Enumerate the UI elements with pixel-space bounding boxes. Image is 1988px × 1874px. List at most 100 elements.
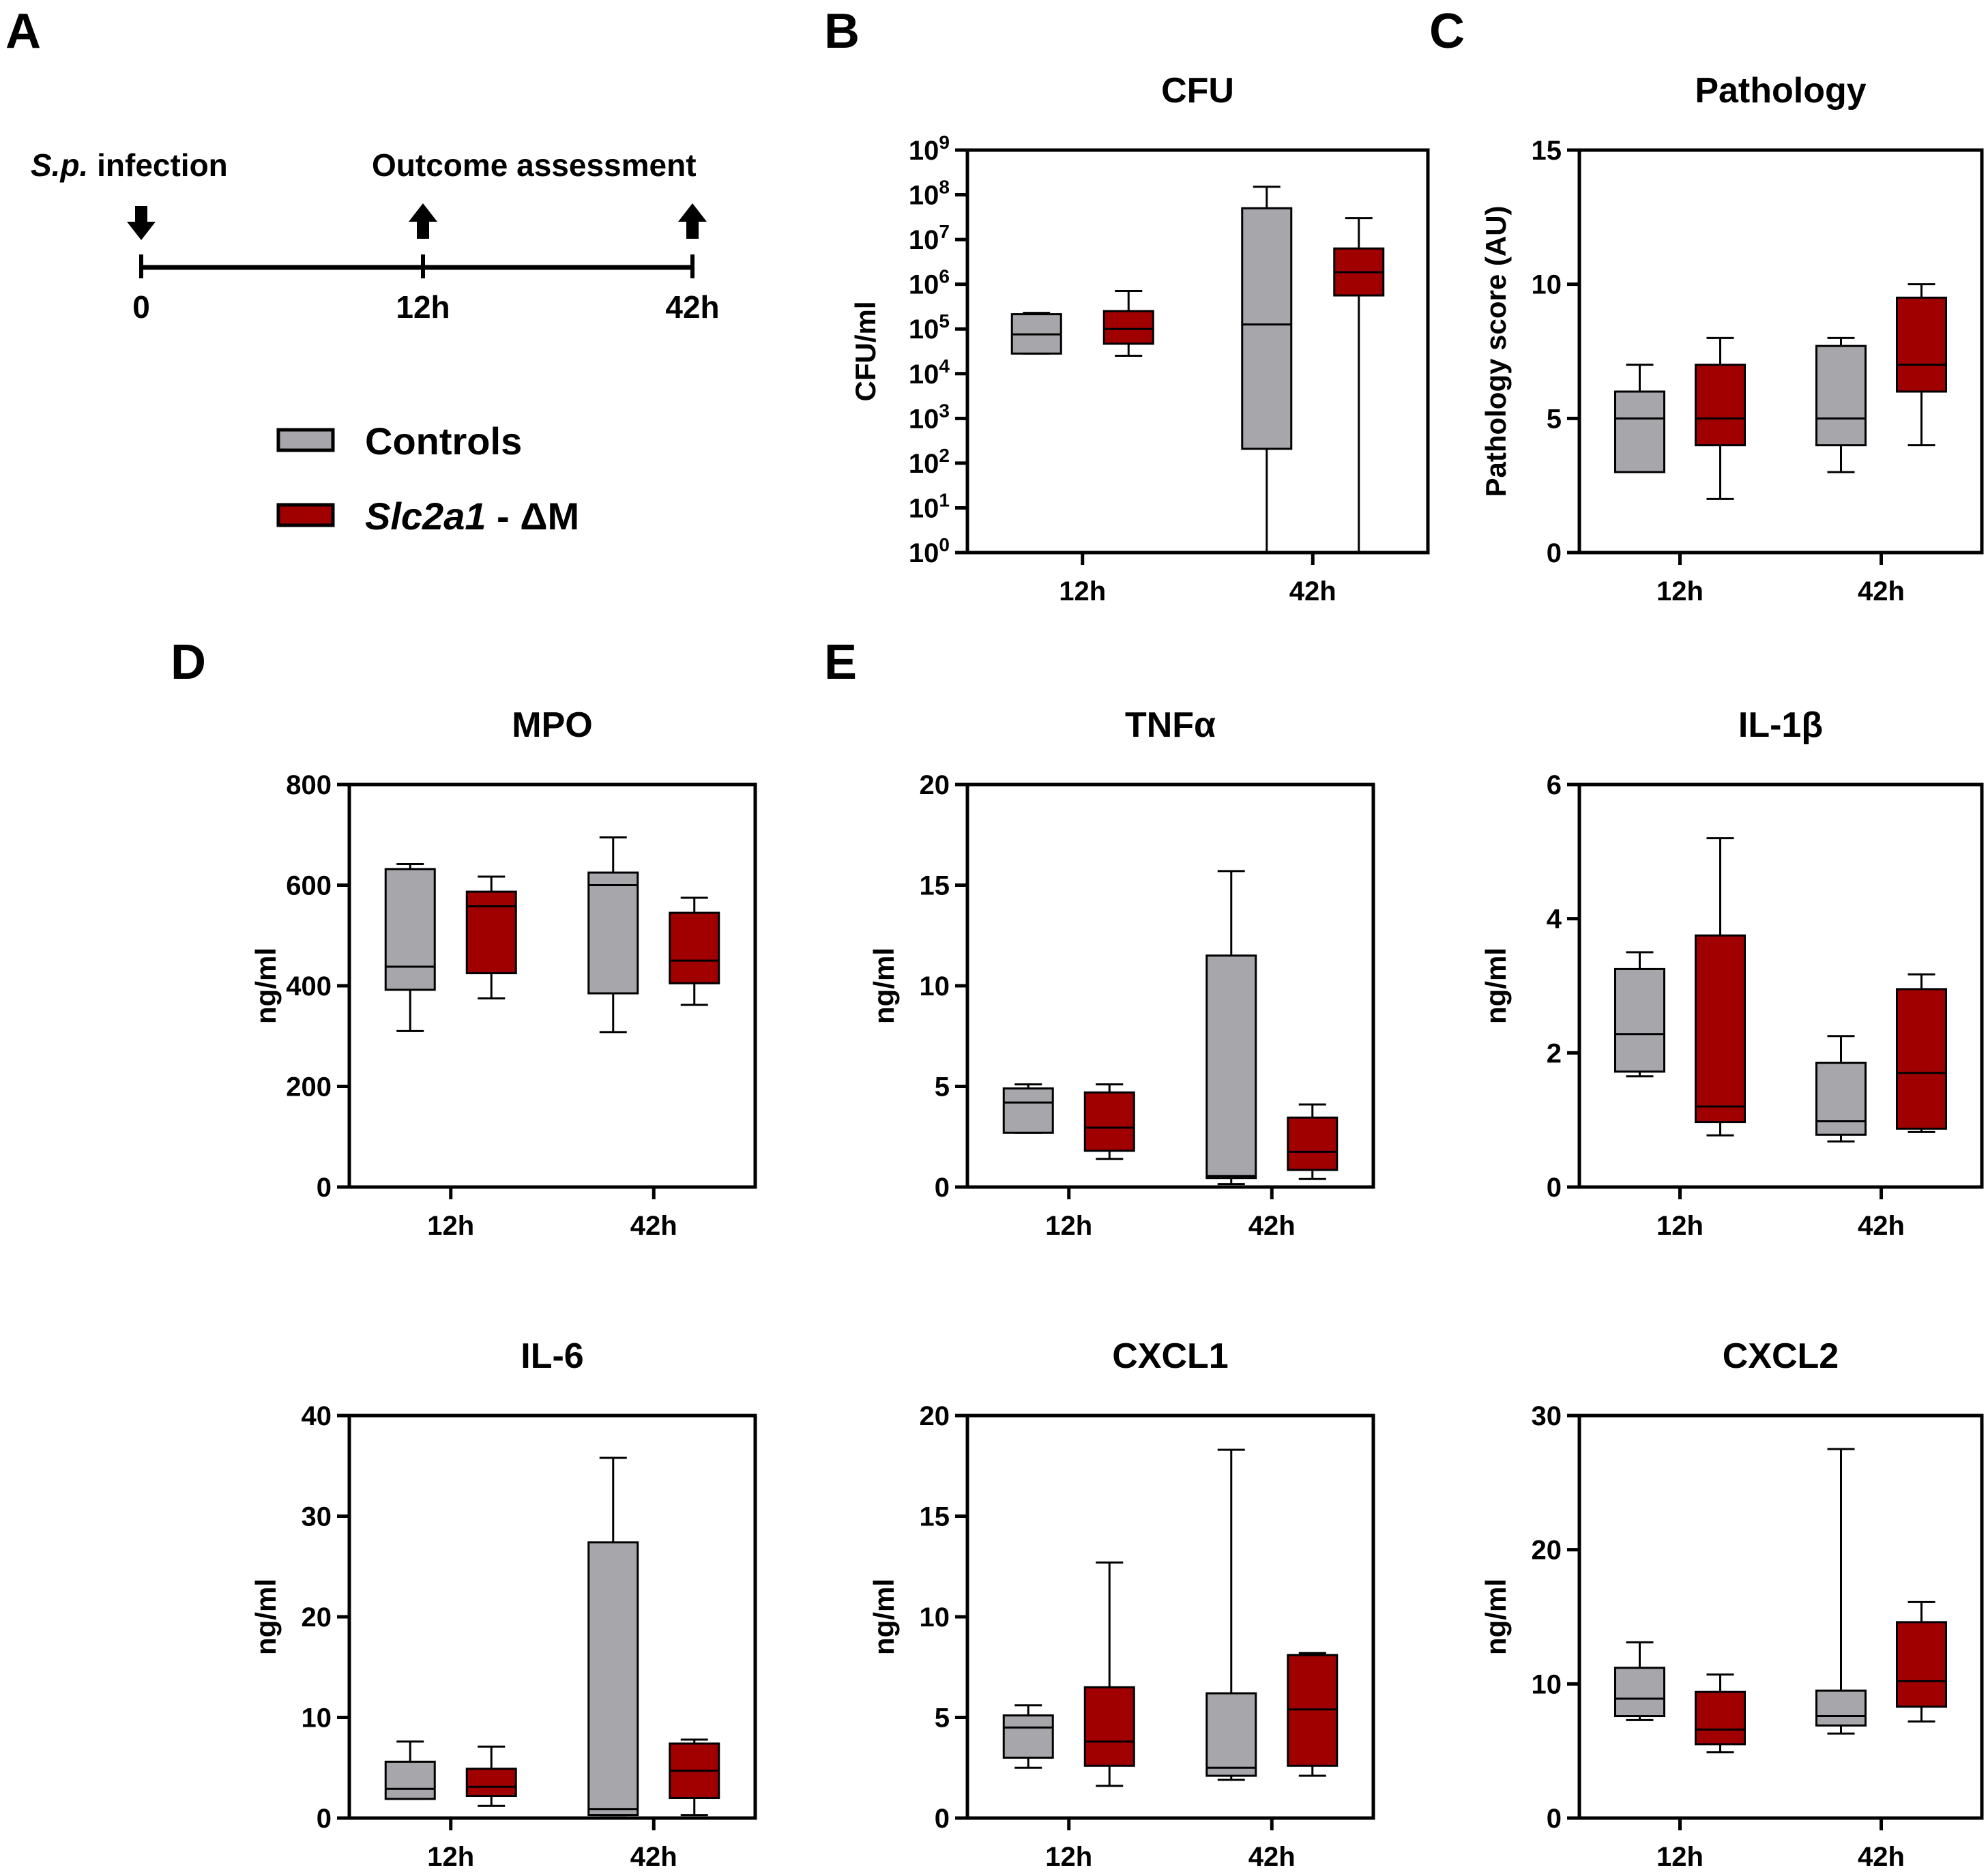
y-axis-label: ng/ml xyxy=(250,948,282,1024)
x-tick-label: 42h xyxy=(1248,1211,1296,1241)
chart-title: CXCL1 xyxy=(1112,1336,1228,1376)
x-tick-label: 42h xyxy=(1289,576,1336,606)
y-tick-label: 4 xyxy=(1547,905,1562,935)
box-iqr xyxy=(1815,1062,1867,1136)
y-tick-label: 30 xyxy=(1532,1401,1562,1431)
x-tick-label: 12h xyxy=(1059,576,1106,606)
box-knockout xyxy=(1695,1673,1746,1754)
y-tick-label: 200 xyxy=(286,1072,332,1102)
box-iqr xyxy=(1083,1686,1135,1767)
chart-cxcl1: CXCL1 ng/ml 0 5 10 15 20 12h 42h xyxy=(868,1336,1375,1872)
y-tick-exponent: 4 xyxy=(939,355,950,377)
y-tick-label: 105 xyxy=(909,310,950,345)
x-tick-label: 42h xyxy=(1858,1211,1905,1241)
chart-mpo: MPO ng/ml 0 200 400 600 800 12h 42h xyxy=(250,705,757,1241)
y-tick-label: 0 xyxy=(935,1804,950,1834)
chart-il1b: IL-1β ng/ml 0 2 4 6 12h 42h xyxy=(1480,705,1984,1241)
arrow-down-icon xyxy=(127,206,156,240)
legend-knockout-italic: Slc2a1 xyxy=(365,495,486,538)
box-iqr xyxy=(1287,1116,1339,1171)
box-iqr xyxy=(1614,967,1665,1073)
box-iqr xyxy=(1896,296,1947,393)
y-tick-label: 2 xyxy=(1547,1038,1562,1068)
box-iqr xyxy=(1614,390,1665,473)
box-controls xyxy=(1614,364,1665,473)
y-tick-base: 10 xyxy=(909,493,939,523)
plot-frame xyxy=(1577,1414,1984,1820)
legend-label-knockout: Slc2a1 - ΔM xyxy=(365,495,579,538)
y-axis-label: ng/ml xyxy=(250,1579,282,1655)
box-iqr xyxy=(465,1768,517,1798)
x-tick-label: 42h xyxy=(1248,1842,1296,1872)
outcome-label: Outcome assessment xyxy=(372,147,697,183)
y-tick-label: 400 xyxy=(286,971,332,1001)
y-tick-label: 0 xyxy=(317,1173,332,1203)
box-controls xyxy=(1205,1448,1257,1781)
chart-title: Pathology xyxy=(1695,71,1866,111)
box-controls xyxy=(384,863,436,1032)
box-controls xyxy=(1815,1448,1867,1735)
y-tick-base: 10 xyxy=(909,314,939,345)
x-tick-label: 12h xyxy=(1045,1211,1092,1241)
box-iqr xyxy=(1896,1621,1947,1708)
box-iqr xyxy=(465,890,517,975)
y-tick-label: 10 xyxy=(302,1703,332,1733)
box-iqr xyxy=(1695,364,1746,447)
chart-title: MPO xyxy=(512,705,592,745)
y-tick-exponent: 6 xyxy=(939,266,950,287)
legend-swatch-knockout xyxy=(276,503,335,527)
y-tick-label: 107 xyxy=(909,221,950,255)
y-axis-label: Pathology score (AU) xyxy=(1480,205,1512,497)
y-tick-base: 10 xyxy=(909,270,939,300)
y-tick-label: 10 xyxy=(1532,270,1562,300)
box-controls xyxy=(587,836,639,1034)
chart-title: IL-6 xyxy=(521,1336,583,1376)
box-controls xyxy=(1205,870,1257,1186)
panel-label-c: C xyxy=(1429,4,1465,59)
y-tick-label: 20 xyxy=(302,1602,332,1633)
y-tick-label: 0 xyxy=(935,1173,950,1203)
y-tick-label: 104 xyxy=(909,355,950,390)
x-tick-label: 12h xyxy=(427,1211,474,1241)
timeline-label-12h: 12h xyxy=(396,289,450,325)
y-tick-label: 15 xyxy=(920,871,950,901)
box-iqr xyxy=(1614,1667,1665,1718)
y-tick-label: 600 xyxy=(286,871,332,901)
y-tick-base: 10 xyxy=(909,404,939,434)
box-iqr xyxy=(1205,954,1257,1180)
y-tick-base: 10 xyxy=(909,136,939,166)
y-tick-label: 15 xyxy=(1532,136,1562,166)
x-tick-label: 42h xyxy=(630,1842,677,1872)
panel-label-b: B xyxy=(824,4,860,59)
y-tick-exponent: 0 xyxy=(939,534,950,555)
y-tick-label: 20 xyxy=(1532,1536,1562,1566)
y-tick-label: 10 xyxy=(920,971,950,1001)
x-tick-label: 12h xyxy=(427,1842,474,1872)
infection-label-rest: infection xyxy=(88,147,227,183)
y-tick-label: 100 xyxy=(909,534,950,568)
y-tick-base: 10 xyxy=(909,360,939,390)
box-controls xyxy=(1002,1083,1054,1134)
y-tick-exponent: 3 xyxy=(939,400,950,421)
y-tick-exponent: 2 xyxy=(939,445,950,466)
arrow-up-icon xyxy=(409,203,437,239)
y-axis-label: ng/ml xyxy=(1480,1579,1512,1655)
y-tick-label: 800 xyxy=(286,770,332,800)
legend-label-controls: Controls xyxy=(365,420,522,463)
panel-label-d: D xyxy=(171,635,206,690)
y-tick-label: 106 xyxy=(909,266,950,300)
box-knockout xyxy=(1333,217,1385,554)
box-knockout xyxy=(1896,973,1947,1133)
box-iqr xyxy=(587,1541,639,1817)
chart-tnfa: TNFα ng/ml 0 5 10 15 20 12h 42h xyxy=(868,705,1375,1241)
box-iqr xyxy=(1815,1689,1867,1727)
y-tick-label: 0 xyxy=(1547,1804,1562,1834)
box-iqr xyxy=(1241,207,1293,450)
box-iqr xyxy=(669,911,720,984)
y-tick-label: 5 xyxy=(1547,404,1562,434)
box-iqr xyxy=(384,868,436,991)
box-controls xyxy=(1002,1704,1054,1769)
chart-title: CXCL2 xyxy=(1723,1336,1839,1376)
plot-frame xyxy=(965,148,1430,555)
